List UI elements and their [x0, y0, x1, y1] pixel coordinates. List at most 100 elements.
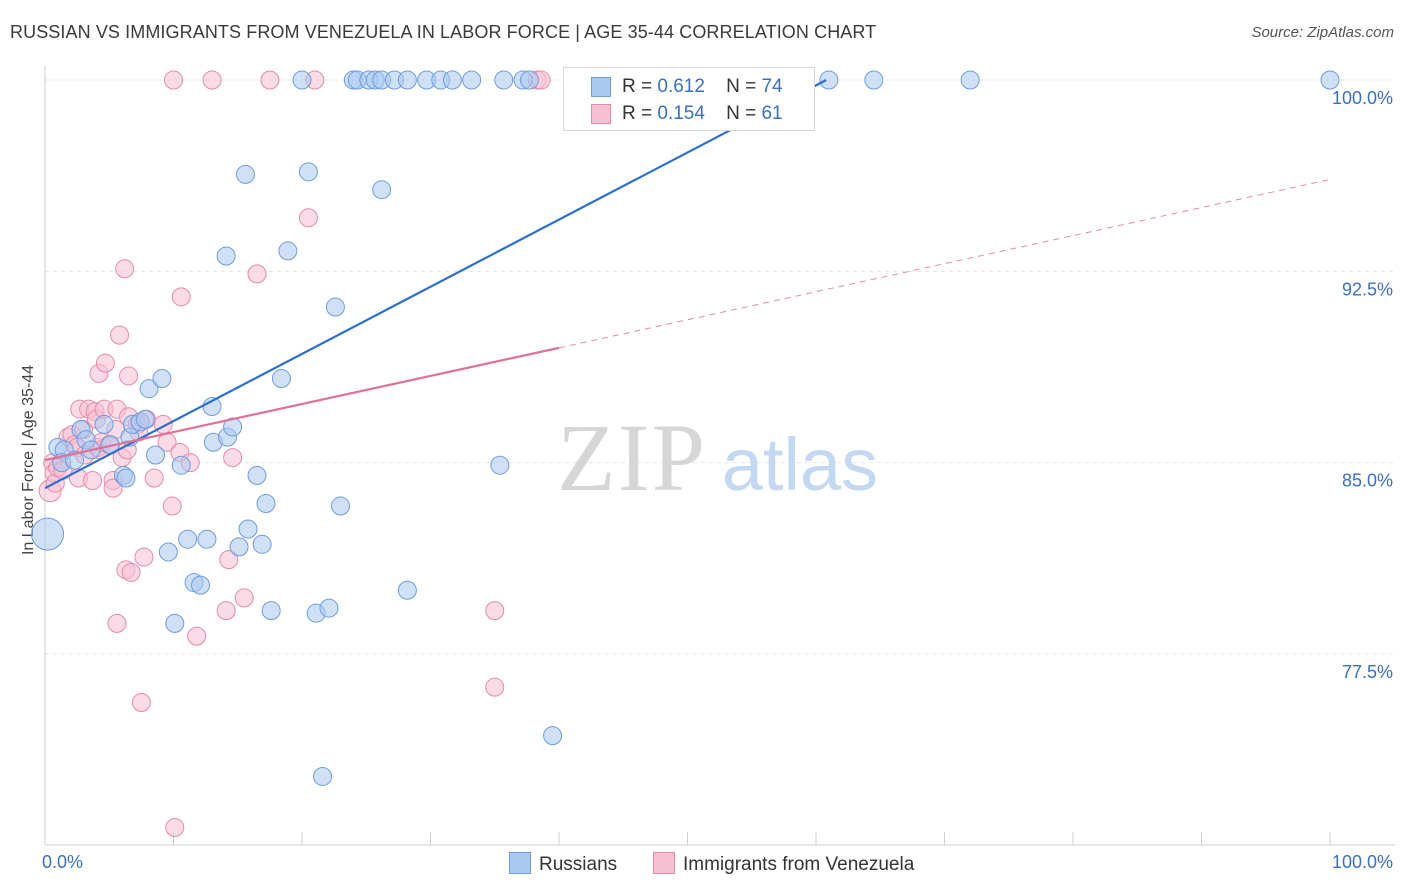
venezuela-points	[38, 70, 551, 837]
russians-point	[325, 297, 345, 317]
russians-point	[158, 542, 178, 562]
russians-point	[462, 70, 482, 90]
russians-point	[229, 537, 249, 557]
chart-title: RUSSIAN VS IMMIGRANTS FROM VENEZUELA IN …	[10, 22, 877, 42]
russians-point	[139, 379, 159, 399]
russians-point	[494, 70, 514, 90]
russians-trend-line	[44, 79, 827, 490]
venezuela-point	[260, 70, 280, 90]
russians-point	[256, 493, 276, 513]
russians-point	[197, 529, 217, 549]
legend-swatch-venezuela	[653, 852, 675, 874]
venezuela-point	[219, 550, 239, 570]
russians-point	[864, 70, 884, 90]
stats-row-russians: R = 0.612 N = 74	[622, 76, 783, 98]
russians-point	[146, 445, 166, 465]
stats-row-venezuela: R = 0.154 N = 61	[622, 103, 783, 125]
venezuela-point	[115, 259, 135, 279]
venezuela-point	[95, 353, 115, 373]
watermark-atlas: atlas	[722, 423, 878, 506]
stats-box: R = 0.612 N = 74 R = 0.154 N = 61	[563, 67, 815, 131]
russians-point	[1320, 70, 1340, 90]
russians-point	[152, 368, 172, 388]
russians-point	[298, 162, 318, 182]
venezuela-point	[131, 692, 151, 712]
russians-point	[190, 575, 210, 595]
russians-point	[252, 534, 272, 554]
venezuela-point	[202, 70, 222, 90]
venezuela-trend-line	[44, 346, 560, 462]
legend-label-russians: Russians	[539, 854, 618, 875]
russians-point	[171, 455, 191, 475]
venezuela-point	[216, 601, 236, 621]
stats-swatch-venezuela	[591, 104, 611, 124]
venezuela-point	[223, 448, 243, 468]
x-tick-label-max: 100.0%	[1331, 852, 1393, 872]
russians-point	[238, 519, 258, 539]
russians-point	[94, 414, 114, 434]
russians-point	[247, 465, 267, 485]
stats-r-value: 0.154	[657, 103, 705, 124]
russians-point	[397, 580, 417, 600]
stats-r-label: R =	[622, 76, 653, 97]
stats-n-value: 74	[761, 76, 783, 97]
y-tick-label: 92.5%	[1342, 279, 1393, 299]
russians-point	[819, 70, 839, 90]
russians-point	[331, 496, 351, 516]
russians-points	[31, 70, 1340, 786]
legend-venezuela: Immigrants from Venezuela	[653, 852, 914, 876]
stats-swatch-russians	[591, 77, 611, 97]
stats-n-label: N =	[726, 103, 757, 124]
venezuela-trend-extension	[558, 179, 1331, 349]
russians-point	[223, 417, 243, 437]
venezuela-point	[162, 496, 182, 516]
venezuela-point	[83, 471, 103, 491]
chart-source: Source: ZipAtlas.com	[1251, 24, 1394, 41]
russians-point	[271, 368, 291, 388]
legend-swatch-russians	[509, 852, 531, 874]
venezuela-point	[187, 626, 207, 646]
russians-point	[960, 70, 980, 90]
venezuela-point	[121, 562, 141, 582]
venezuela-point	[234, 588, 254, 608]
russians-point	[490, 455, 510, 475]
venezuela-point	[298, 208, 318, 228]
stats-r-value: 0.612	[657, 76, 705, 97]
x-tick-label-min: 0.0%	[42, 852, 84, 872]
venezuela-point	[144, 468, 164, 488]
venezuela-point	[164, 70, 183, 90]
stats-n-label: N =	[726, 76, 757, 97]
stats-n-value: 61	[761, 103, 783, 124]
russians-point	[31, 517, 65, 551]
legend-russians: Russians	[509, 852, 617, 876]
russians-point	[397, 70, 417, 90]
y-tick-labels: 77.5% 85.0% 92.5% 100.0%	[1332, 88, 1393, 682]
venezuela-point	[107, 613, 127, 633]
russians-point	[178, 529, 198, 549]
russians-point	[519, 70, 539, 90]
axes	[44, 66, 1395, 846]
stats-r-label: R =	[622, 103, 653, 124]
y-tick-label: 100.0%	[1332, 88, 1393, 108]
venezuela-point	[103, 478, 123, 498]
venezuela-point	[134, 547, 154, 567]
russians-point	[372, 180, 392, 200]
watermark-zip: ZIP	[557, 404, 707, 511]
venezuela-point	[110, 325, 130, 345]
trend-lines	[44, 79, 1331, 490]
russians-point	[116, 468, 136, 488]
russians-point	[543, 726, 563, 746]
venezuela-point	[165, 817, 185, 837]
russians-point	[319, 598, 339, 618]
venezuela-point	[247, 264, 267, 284]
russians-point	[313, 766, 333, 786]
russians-point	[165, 613, 185, 633]
venezuela-point	[119, 366, 139, 386]
y-tick-label: 85.0%	[1342, 471, 1393, 491]
venezuela-point	[485, 601, 505, 621]
legend-label-venezuela: Immigrants from Venezuela	[683, 854, 915, 875]
russians-point	[235, 164, 255, 184]
russians-point	[292, 70, 312, 90]
russians-point	[442, 70, 462, 90]
